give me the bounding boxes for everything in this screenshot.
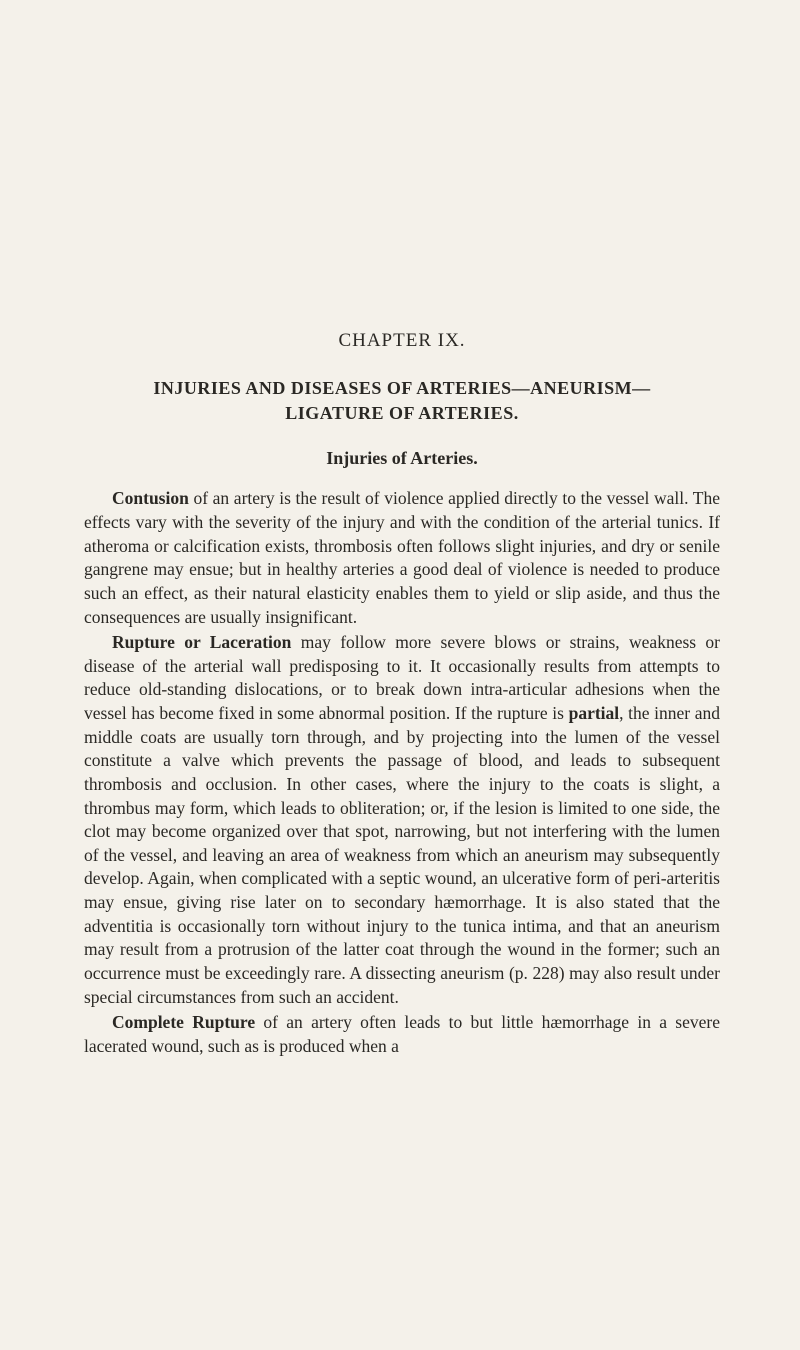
lead-contusion: Contusion [112,488,189,508]
partial-bold: partial [569,703,620,723]
lead-complete-rupture: Complete Rupture [112,1012,255,1032]
paragraph-contusion: Contusion of an artery is the result of … [84,487,720,629]
chapter-title-line2: LIGATURE OF ARTERIES. [285,403,518,423]
chapter-label: CHAPTER IX. [84,330,720,352]
paragraph-complete-rupture: Complete Rupture of an artery often lead… [84,1011,720,1058]
section-heading: Injuries of Arteries. [84,448,720,469]
chapter-title-line1: INJURIES AND DISEASES OF ARTERIES—ANEURI… [153,378,650,398]
paragraph-rupture: Rupture or Laceration may follow more se… [84,631,720,1009]
para1-body: of an artery is the result of violence a… [84,488,720,626]
page: CHAPTER IX. INJURIES AND DISEASES OF ART… [0,0,800,1350]
lead-rupture: Rupture or Laceration [112,632,291,652]
para2-body-b: , the inner and middle coats are usually… [84,703,720,1007]
chapter-title: INJURIES AND DISEASES OF ARTERIES—ANEURI… [84,376,720,426]
